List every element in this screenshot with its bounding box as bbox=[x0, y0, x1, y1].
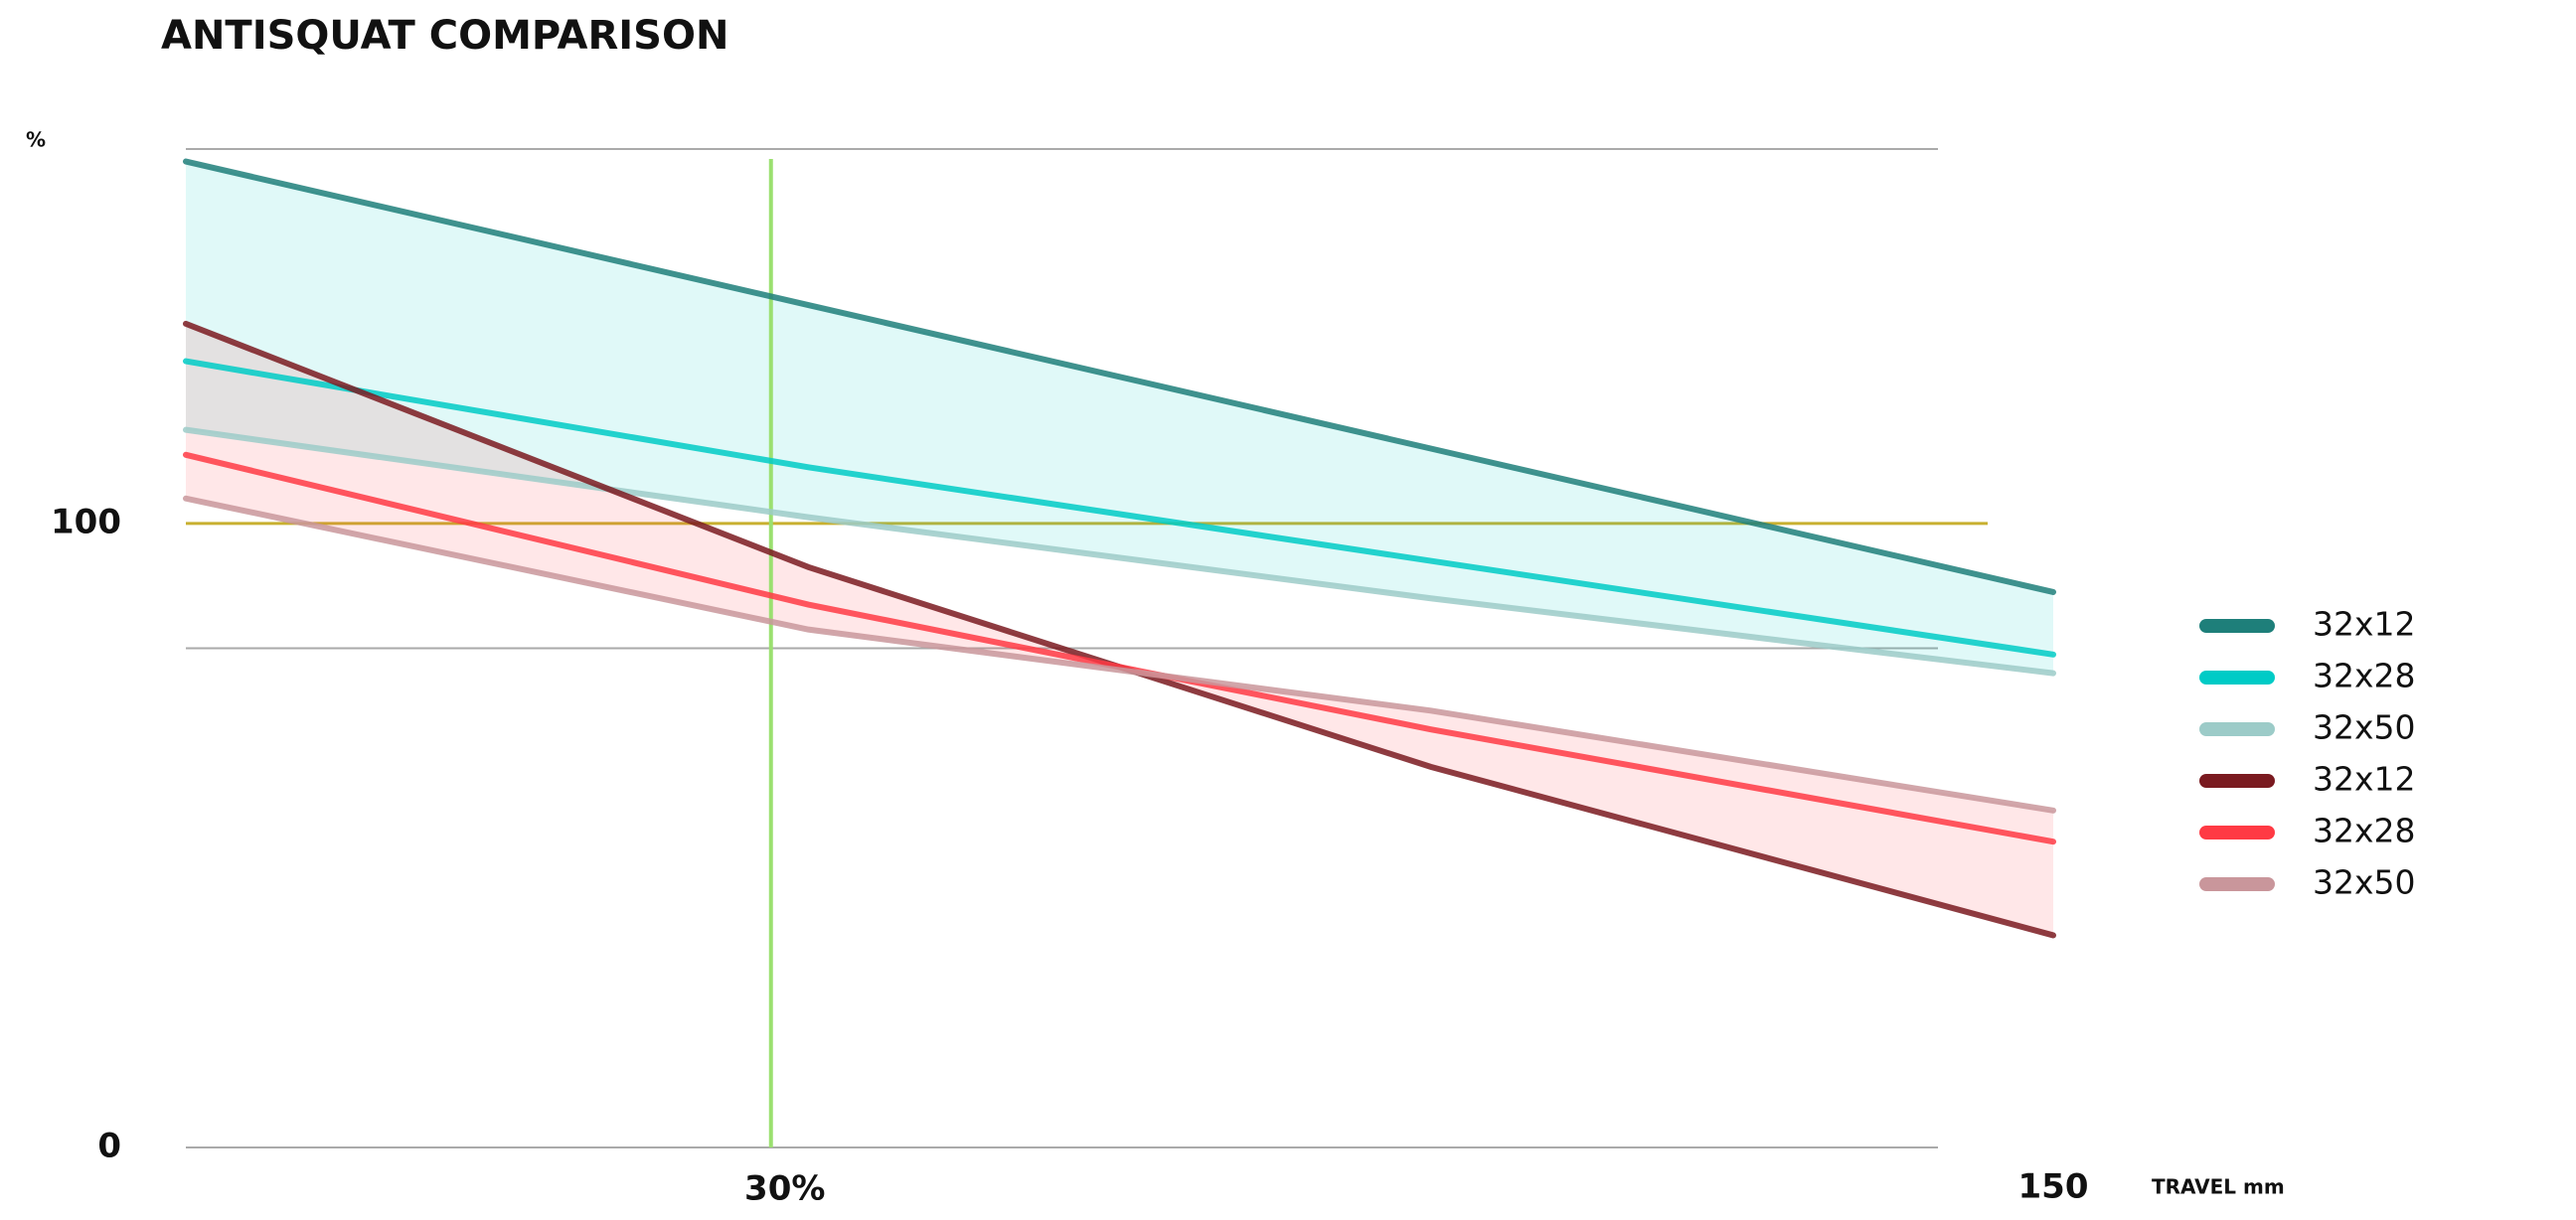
series-line bbox=[183, 158, 2056, 595]
series-line bbox=[183, 426, 2056, 677]
legend-label: 32x12 bbox=[2313, 760, 2416, 799]
legend-label: 32x28 bbox=[2313, 657, 2416, 695]
series-line bbox=[183, 451, 2056, 845]
legend-label: 32x12 bbox=[2313, 605, 2416, 644]
sag-label: 30% bbox=[744, 1169, 825, 1209]
legend-label: 32x28 bbox=[2313, 812, 2416, 850]
band bbox=[186, 161, 2053, 674]
chart-title: ANTISQUAT COMPARISON bbox=[161, 13, 728, 59]
legend-label: 32x50 bbox=[2313, 708, 2416, 747]
legend-label: 32x50 bbox=[2313, 863, 2416, 902]
y-tick-label: 100 bbox=[51, 502, 121, 541]
x-tick-label: 150 bbox=[2018, 1167, 2089, 1207]
series-line bbox=[183, 495, 2056, 814]
y-tick-label: 0 bbox=[97, 1127, 121, 1166]
y-axis-label: % bbox=[26, 128, 46, 152]
series-line bbox=[183, 358, 2056, 658]
band bbox=[186, 323, 2053, 936]
x-axis-label: TRAVEL mm bbox=[2152, 1175, 2285, 1199]
